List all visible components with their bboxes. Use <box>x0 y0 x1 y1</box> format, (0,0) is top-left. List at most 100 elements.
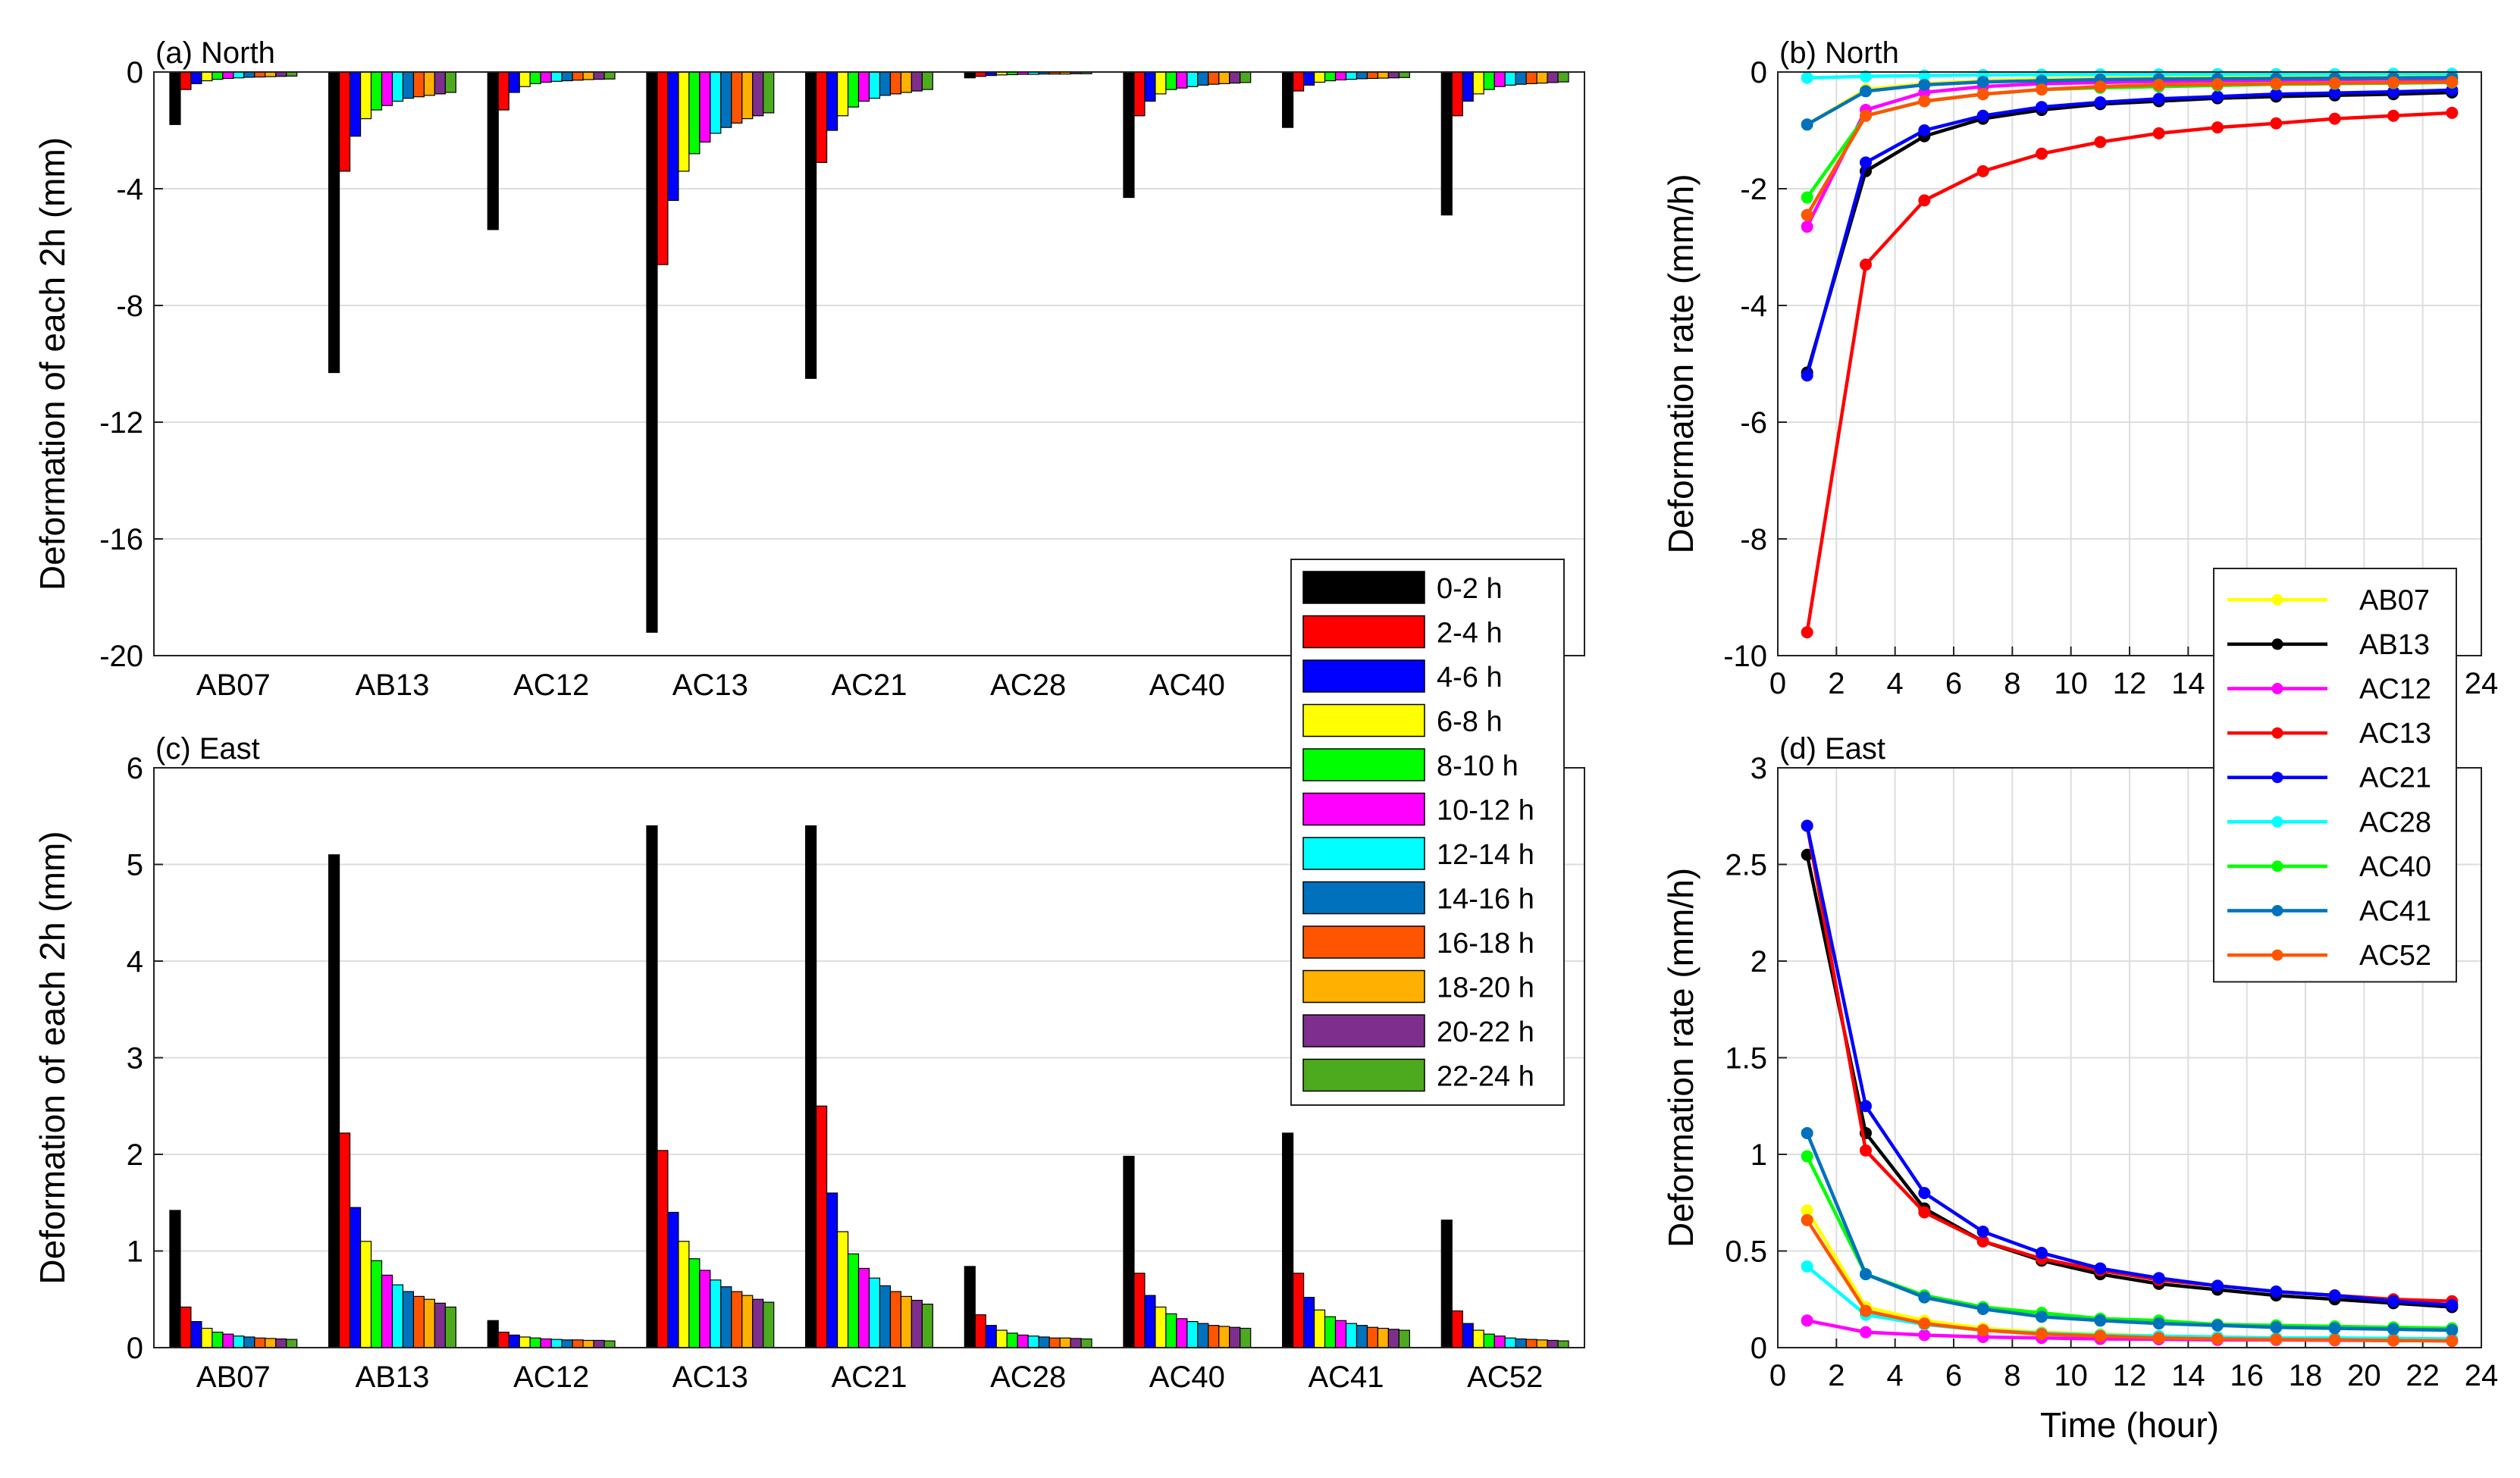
bar-ac40-s5 <box>1176 71 1188 89</box>
legend-swatch <box>1302 792 1425 826</box>
bar-ab07-s9 <box>265 1338 277 1348</box>
bar-ac13-s9 <box>741 71 754 120</box>
bar-ac12-s9 <box>582 1339 594 1348</box>
y-tick-label: -8 <box>1740 523 1767 556</box>
bar-ac12-s9 <box>582 71 594 80</box>
series-line-ac41 <box>1806 76 2453 127</box>
bar-ac52-s10 <box>1547 1339 1559 1348</box>
bar-ac52-s3 <box>1472 71 1484 95</box>
panel-title: (c) East <box>155 732 260 766</box>
x-tick-label: 22 <box>2406 1359 2440 1392</box>
x-axis-label: Time (hour) <box>2040 1405 2219 1445</box>
y-tick-label: 1 <box>127 1235 143 1269</box>
bar-ac21-s0 <box>805 71 817 379</box>
bar-ac13-s2 <box>667 1211 679 1348</box>
point-ac28 <box>1860 70 1872 83</box>
bar-ab07-s3 <box>201 71 213 82</box>
bar-ac41-s10 <box>1387 71 1399 79</box>
bar-ac41-s8 <box>1366 1326 1379 1348</box>
bar-ab13-s10 <box>434 71 446 95</box>
bar-ac12-s5 <box>540 71 552 83</box>
bar-ac28-s11 <box>1080 1338 1092 1348</box>
point-ac13 <box>2387 109 2399 122</box>
bar-ac41-s5 <box>1334 1320 1347 1348</box>
bar-ac40-s0 <box>1123 71 1135 199</box>
bar-ab07-s5 <box>222 1333 234 1348</box>
x-category-label: AC40 <box>1149 669 1225 702</box>
bar-ac40-s10 <box>1229 1326 1241 1348</box>
bar-ab07-s6 <box>233 71 245 79</box>
legend-marker <box>2271 905 2283 916</box>
y-tick-label: 3 <box>127 1042 143 1076</box>
y-axis-label: Deformation of each 2h (mm) <box>33 137 72 590</box>
bar-ab13-s0 <box>328 71 340 374</box>
x-category-label: AB07 <box>196 1361 271 1394</box>
x-tick-label: 0 <box>1769 667 1786 700</box>
point-ac13 <box>1976 164 1989 177</box>
y-tick-label: 2 <box>1751 945 1767 979</box>
point-ac21 <box>1976 109 1989 122</box>
point-ac52 <box>1860 1304 1872 1317</box>
bar-ac41-s2 <box>1302 71 1315 86</box>
point-ac21 <box>1976 1226 1989 1238</box>
y-tick-label: -2 <box>1740 173 1767 206</box>
bar-ac52-s0 <box>1440 71 1453 216</box>
point-ac41 <box>1801 1126 1813 1139</box>
y-tick-label: 1.5 <box>1725 1042 1767 1076</box>
bar-ac41-s8 <box>1366 71 1379 80</box>
bar-ac21-s7 <box>879 71 892 96</box>
bar-group-ab07 <box>169 1210 298 1348</box>
legend-label: 2-4 h <box>1437 618 1503 650</box>
series-ac52 <box>1801 76 2459 221</box>
point-ac13 <box>2036 147 2048 160</box>
legend-swatch <box>1302 615 1425 649</box>
y-tick-label: 0 <box>1751 1332 1767 1365</box>
bar-ac21-s8 <box>889 71 902 95</box>
series-line-ac21 <box>1805 88 2453 376</box>
x-category-label: AC12 <box>513 1361 589 1394</box>
legend-label: AC52 <box>2359 940 2431 972</box>
x-category-label: AC41 <box>1308 1361 1384 1394</box>
legend-label: AC41 <box>2359 896 2431 928</box>
legend-label: 14-16 h <box>1437 884 1534 916</box>
bar-ab13-s6 <box>391 71 404 102</box>
point-ac52 <box>2094 80 2107 93</box>
series-ac41 <box>1801 1126 2459 1337</box>
bar-ac13-s7 <box>720 71 732 128</box>
y-tick-label: 0 <box>127 56 143 89</box>
y-axis-label: Deformation rate (mm/h) <box>1661 174 1700 553</box>
bar-ac21-s4 <box>847 71 860 108</box>
point-ac52 <box>2387 1334 2399 1347</box>
point-ac13 <box>1860 1144 1872 1157</box>
legend-label: AC28 <box>2359 806 2431 838</box>
bar-ac40-s11 <box>1240 71 1252 83</box>
bar-ac41-s4 <box>1324 71 1337 82</box>
bar-group-ac40 <box>1123 1155 1252 1348</box>
bar-ac21-s2 <box>826 1192 838 1348</box>
point-ac21 <box>2152 92 2165 105</box>
legend-label: 12-14 h <box>1437 839 1534 871</box>
point-ac52 <box>1860 109 1872 122</box>
y-tick-label: 4 <box>127 945 143 979</box>
bar-ac21-s10 <box>911 1299 923 1348</box>
bar-ac41-s2 <box>1302 1297 1315 1348</box>
bar-ab13-s1 <box>339 1132 351 1348</box>
legend-label: 8-10 h <box>1437 750 1519 782</box>
bar-ac21-s7 <box>879 1285 892 1348</box>
bar-ac13-s1 <box>657 1150 669 1348</box>
x-category-label: AB13 <box>356 1361 430 1394</box>
bar-ac12-s2 <box>508 1334 520 1348</box>
x-tick-label: 14 <box>2171 667 2205 700</box>
series-line-ac52 <box>1805 1219 2453 1343</box>
bar-ab07-s1 <box>180 1306 192 1348</box>
legend-swatch <box>1302 1014 1425 1047</box>
bar-group-ac12 <box>487 1320 616 1348</box>
bar-ac21-s5 <box>857 71 870 102</box>
bar-group-ac52 <box>1440 71 1569 216</box>
x-category-label: AC12 <box>513 669 589 702</box>
bar-ab07-s7 <box>243 71 255 78</box>
point-ac41 <box>2387 1323 2399 1336</box>
x-tick-label: 4 <box>1887 667 1904 700</box>
bar-ac40-s1 <box>1133 71 1146 117</box>
